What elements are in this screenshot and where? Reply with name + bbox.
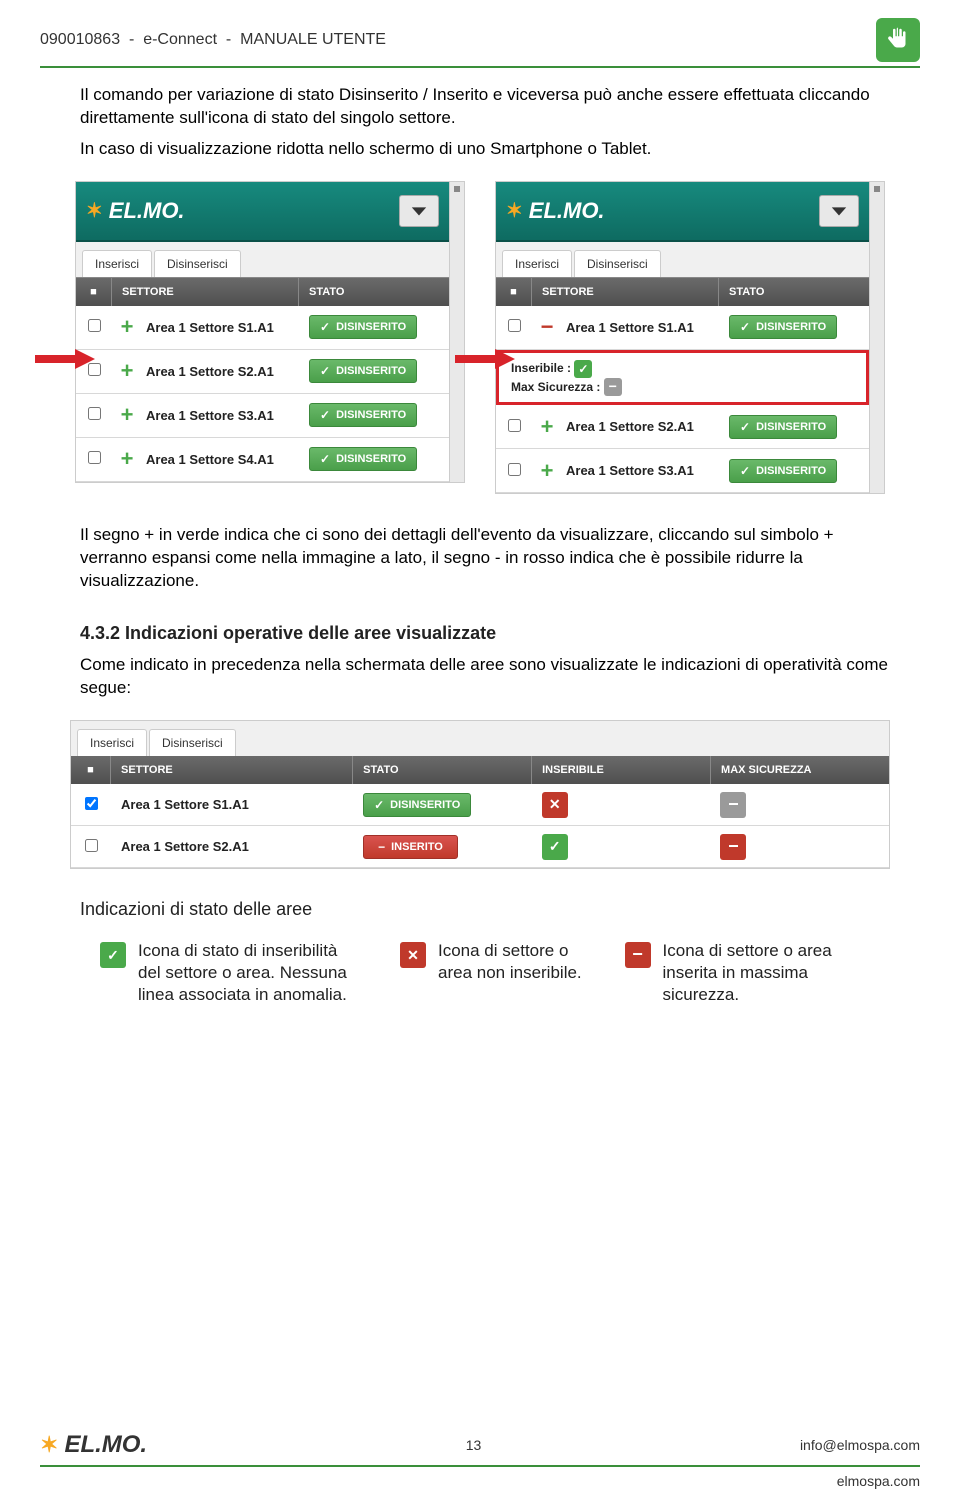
tab-inserisci[interactable]: Inserisci (82, 250, 152, 277)
expanded-detail: Inseribile : ✓ Max Sicurezza : − (496, 350, 869, 406)
mobile-panel-left: ✶EL.MO. Inserisci Disinserisci ■ SETTORE (75, 181, 465, 483)
status-badge[interactable]: −INSERITO (363, 835, 458, 859)
row-checkbox[interactable] (85, 839, 98, 852)
expand-icon[interactable]: + (532, 458, 562, 484)
intro-p1: Il comando per variazione di stato Disin… (40, 84, 920, 130)
menu-dropdown[interactable] (819, 195, 859, 227)
col-inseribile: INSERIBILE (532, 756, 711, 784)
arrow-left (35, 349, 95, 369)
table-row: Area 1 Settore S2.A1 −INSERITO ✓ − (71, 826, 889, 868)
footer-brand: ✶EL.MO. (40, 1431, 147, 1459)
tab-disinserisci[interactable]: Disinserisci (149, 729, 236, 756)
sector-name: Area 1 Settore S3.A1 (142, 408, 299, 423)
wide-table: Inserisci Disinserisci ■ SETTORE STATO I… (70, 720, 890, 869)
sector-name: Area 1 Settore S2.A1 (562, 419, 719, 434)
col-stato: STATO (719, 278, 869, 306)
expand-icon[interactable]: + (112, 402, 142, 428)
row-checkbox[interactable] (88, 319, 101, 332)
table-row: + Area 1 Settore S3.A1 ✓DISINSERITO (496, 449, 869, 493)
check-icon: ✓ (542, 834, 568, 860)
collapse-icon[interactable]: − (532, 314, 562, 340)
page-footer: ✶EL.MO. 13 info@elmospa.com elmospa.com (0, 1431, 960, 1497)
status-badge[interactable]: ✓DISINSERITO (729, 459, 837, 483)
status-badge[interactable]: ✓DISINSERITO (309, 447, 417, 471)
header-divider (40, 66, 920, 68)
expand-icon[interactable]: + (532, 414, 562, 440)
x-icon: ✕ (400, 942, 426, 968)
section-title: 4.3.2 Indicazioni operative delle aree v… (80, 623, 920, 644)
sector-name: Area 1 Settore S1.A1 (562, 320, 719, 335)
menu-dropdown[interactable] (399, 195, 439, 227)
dash-icon: − (720, 792, 746, 818)
row-checkbox[interactable] (508, 463, 521, 476)
doc-header: 090010863 - e-Connect - MANUALE UTENTE (40, 31, 386, 49)
page-number: 13 (466, 1437, 482, 1453)
table-row: + Area 1 Settore S3.A1 ✓DISINSERITO (76, 394, 449, 438)
sector-name: Area 1 Settore S4.A1 (142, 452, 299, 467)
dash-icon: − (604, 378, 622, 396)
col-settore: SETTORE (111, 756, 353, 784)
col-max: MAX SICUREZZA (711, 756, 889, 784)
tab-inserisci[interactable]: Inserisci (77, 729, 147, 756)
status-badge[interactable]: ✓DISINSERITO (363, 793, 471, 817)
col-settore: SETTORE (112, 278, 299, 306)
dash-icon: − (720, 834, 746, 860)
mid-text: Il segno + in verde indica che ci sono d… (40, 524, 920, 593)
row-checkbox[interactable] (508, 319, 521, 332)
status-badge[interactable]: ✓DISINSERITO (729, 415, 837, 439)
mobile-panel-right: ✶EL.MO. Inserisci Disinserisci ■ SETTORE (495, 181, 885, 495)
section-p: Come indicato in precedenza nella scherm… (40, 654, 920, 700)
check-icon: ✓ (100, 942, 126, 968)
tab-inserisci[interactable]: Inserisci (502, 250, 572, 277)
table-row: + Area 1 Settore S4.A1 ✓DISINSERITO (76, 438, 449, 482)
tab-disinserisci[interactable]: Disinserisci (154, 250, 241, 277)
status-badge[interactable]: ✓DISINSERITO (729, 315, 837, 339)
x-icon: ✕ (542, 792, 568, 818)
col-stato: STATO (353, 756, 532, 784)
sector-name: Area 1 Settore S2.A1 (142, 364, 299, 379)
legend-text: Icona di settore o area non inseribile. (438, 940, 585, 984)
row-checkbox[interactable] (85, 797, 98, 810)
hand-icon (876, 18, 920, 62)
expand-icon[interactable]: + (112, 314, 142, 340)
arrow-right (455, 349, 515, 369)
legend-text: Icona di settore o area inserita in mass… (663, 940, 880, 1006)
brand-logo: ✶EL.MO. (86, 198, 185, 224)
col-settore: SETTORE (532, 278, 719, 306)
expand-icon[interactable]: + (112, 446, 142, 472)
intro-p2: In caso di visualizzazione ridotta nello… (40, 138, 920, 161)
check-icon: ✓ (574, 360, 592, 378)
footer-email: info@elmospa.com (800, 1437, 920, 1453)
sector-name: Area 1 Settore S1.A1 (142, 320, 299, 335)
table-row: − Area 1 Settore S1.A1 ✓DISINSERITO (496, 306, 869, 350)
legend-text: Icona di stato di inseribilità del setto… (138, 940, 360, 1006)
table-row: Area 1 Settore S1.A1 ✓DISINSERITO ✕ − (71, 784, 889, 826)
col-stato: STATO (299, 278, 449, 306)
row-checkbox[interactable] (88, 407, 101, 420)
row-checkbox[interactable] (508, 419, 521, 432)
brand-logo: ✶EL.MO. (506, 198, 605, 224)
status-badge[interactable]: ✓DISINSERITO (309, 403, 417, 427)
sector-name: Area 1 Settore S2.A1 (111, 839, 353, 854)
col-checkbox[interactable]: ■ (71, 756, 111, 784)
legend-title: Indicazioni di stato delle aree (80, 899, 920, 920)
scrollbar[interactable] (869, 182, 884, 494)
footer-site: elmospa.com (40, 1473, 920, 1497)
row-checkbox[interactable] (88, 451, 101, 464)
status-badge[interactable]: ✓DISINSERITO (309, 359, 417, 383)
col-checkbox[interactable]: ■ (76, 278, 112, 306)
sector-name: Area 1 Settore S3.A1 (562, 463, 719, 478)
status-badge[interactable]: ✓DISINSERITO (309, 315, 417, 339)
scrollbar[interactable] (449, 182, 464, 482)
table-row: + Area 1 Settore S2.A1 ✓DISINSERITO (76, 350, 449, 394)
sector-name: Area 1 Settore S1.A1 (111, 797, 353, 812)
expand-icon[interactable]: + (112, 358, 142, 384)
row-checkbox[interactable] (88, 363, 101, 376)
tab-disinserisci[interactable]: Disinserisci (574, 250, 661, 277)
col-checkbox[interactable]: ■ (496, 278, 532, 306)
table-row: + Area 1 Settore S1.A1 ✓DISINSERITO (76, 306, 449, 350)
table-row: + Area 1 Settore S2.A1 ✓DISINSERITO (496, 405, 869, 449)
dash-icon: − (625, 942, 651, 968)
